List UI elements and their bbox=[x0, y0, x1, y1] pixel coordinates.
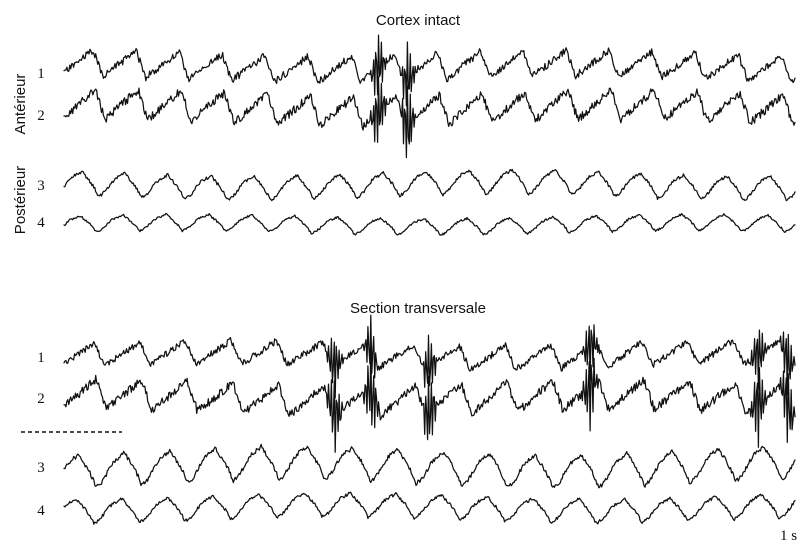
eeg-trace-bottom-4 bbox=[63, 491, 796, 525]
channel-label-bottom-4: 4 bbox=[37, 503, 45, 519]
eeg-trace-top-4 bbox=[63, 212, 796, 236]
channel-label-top-4: 4 bbox=[37, 215, 45, 231]
channel-label-top-1: 1 bbox=[37, 66, 45, 82]
eeg-trace-bottom-1 bbox=[63, 314, 796, 399]
eeg-trace-top-3 bbox=[63, 168, 796, 202]
eeg-trace-top-2 bbox=[63, 76, 796, 159]
eeg-trace-top-1 bbox=[63, 34, 796, 107]
region-label-posterieur: Postérieur bbox=[12, 166, 29, 234]
channel-label-bottom-3: 3 bbox=[37, 460, 45, 476]
channel-label-bottom-1: 1 bbox=[37, 350, 45, 366]
channel-label-top-2: 2 bbox=[37, 108, 45, 124]
channel-label-bottom-2: 2 bbox=[37, 391, 45, 407]
panel-title-section-transversale: Section transversale bbox=[350, 300, 486, 317]
eeg-trace-bottom-3 bbox=[63, 443, 796, 489]
region-label-anterieur: Antérieur bbox=[12, 74, 29, 135]
panel-cortex-intact: Cortex intact Antérieur Postérieur 1 2 3… bbox=[12, 12, 796, 236]
channel-label-top-3: 3 bbox=[37, 178, 45, 194]
time-scale-label: 1 s bbox=[780, 528, 797, 544]
panel-section-transversale: Section transversale 1 2 3 4 1 s bbox=[21, 300, 797, 544]
panel-title-cortex-intact: Cortex intact bbox=[376, 12, 461, 29]
eeg-trace-bottom-2 bbox=[63, 343, 796, 453]
